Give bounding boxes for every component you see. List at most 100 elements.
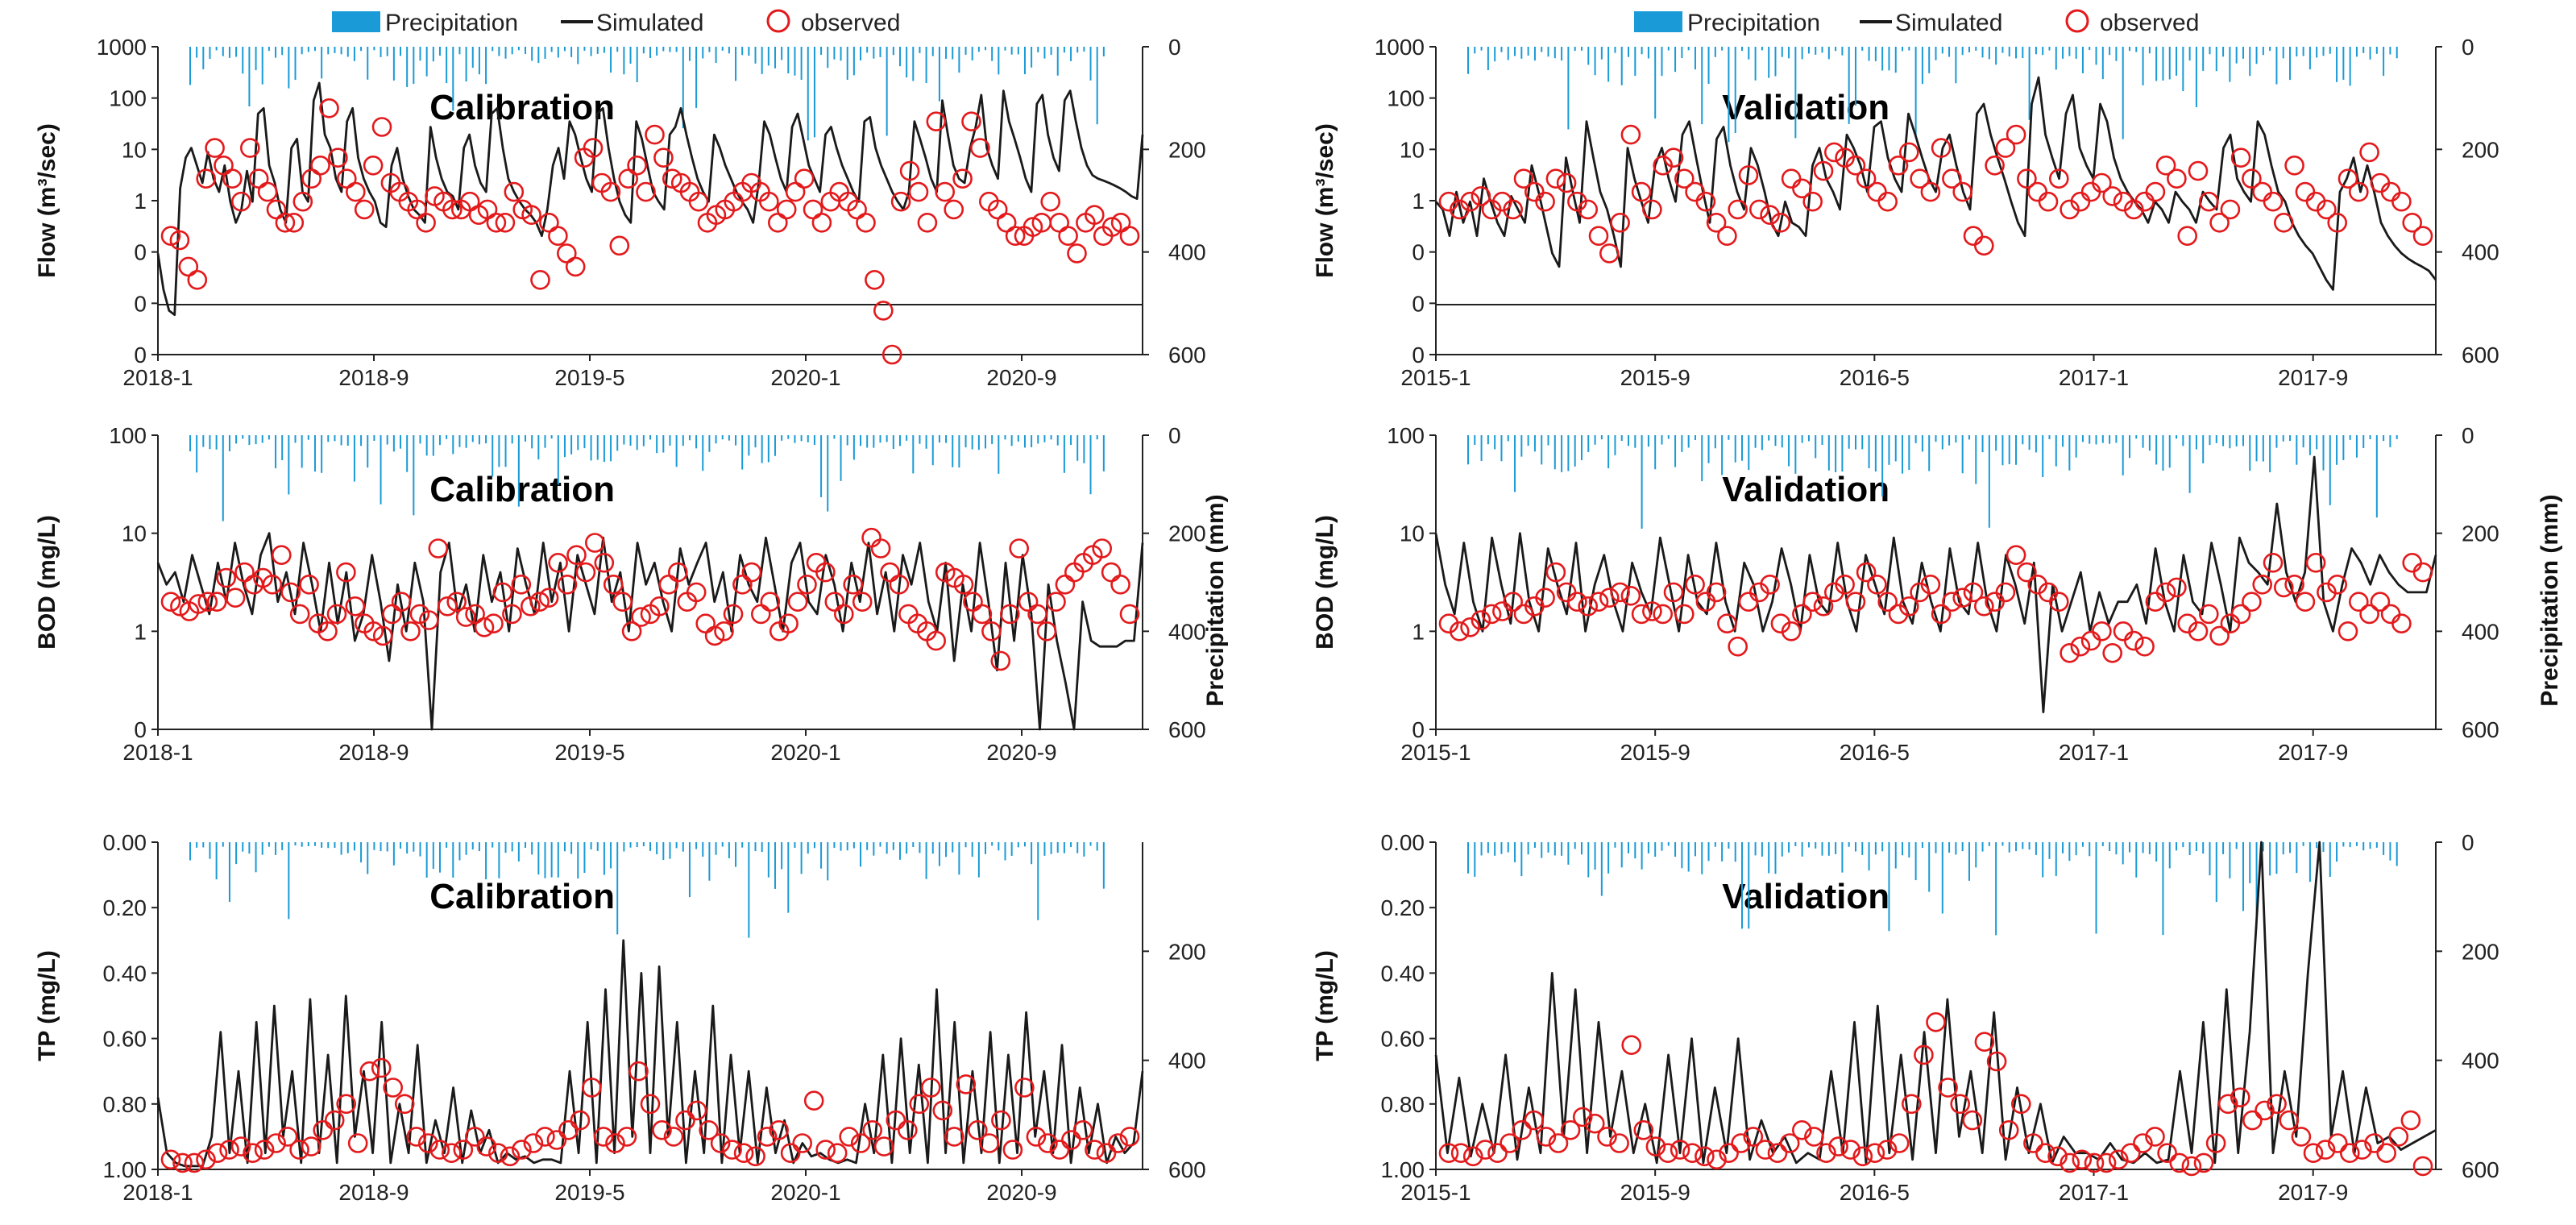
observed-point xyxy=(1674,604,1695,625)
y-axis-title: Flow (m³/sec) xyxy=(1312,123,1338,278)
observed-point xyxy=(570,1110,591,1131)
observed-point xyxy=(486,212,507,233)
observed-point xyxy=(699,1120,719,1140)
x-tick-label: 2020-1 xyxy=(770,365,840,390)
observed-point xyxy=(391,592,412,612)
observed-point xyxy=(1119,604,1140,625)
observed-point xyxy=(558,1120,579,1140)
x-tick-label: 2015-9 xyxy=(1620,365,1690,390)
y-tick-label: 1 xyxy=(1412,189,1425,214)
observed-point xyxy=(593,1127,614,1147)
x-tick-label: 2019-5 xyxy=(554,365,624,390)
y2-tick-label: 400 xyxy=(1168,1049,1206,1073)
observed-point xyxy=(442,199,463,220)
observed-point xyxy=(557,574,578,595)
observed-point xyxy=(2027,181,2047,202)
observed-point xyxy=(1845,592,1866,612)
observed-point xyxy=(2096,1152,2117,1173)
observed-point xyxy=(1610,582,1630,603)
observed-point xyxy=(1645,1136,1666,1156)
observed-point xyxy=(2092,621,2112,642)
observed-point xyxy=(1899,596,1919,617)
observed-point xyxy=(1545,168,1566,189)
observed-point xyxy=(640,1094,661,1115)
observed-point xyxy=(1938,1078,1958,1098)
y-tick-label: 0.00 xyxy=(1381,830,1425,855)
observed-point xyxy=(371,1057,392,1078)
observed-point xyxy=(760,592,781,612)
x-tick-label: 2020-1 xyxy=(770,1180,840,1205)
observed-point xyxy=(2412,226,2433,247)
observed-point xyxy=(968,1120,988,1140)
observed-point xyxy=(1856,168,1877,189)
observed-point xyxy=(2006,124,2026,145)
observed-point xyxy=(2255,1100,2275,1121)
observed-point xyxy=(627,156,647,176)
y-tick-label: 100 xyxy=(109,423,147,448)
observed-point xyxy=(207,1143,228,1163)
observed-point xyxy=(2017,562,2037,583)
observed-point xyxy=(1899,142,1919,163)
observed-point xyxy=(785,181,806,202)
x-tick-label: 2015-9 xyxy=(1620,740,1690,765)
observed-point xyxy=(1779,1133,1800,1153)
observed-point xyxy=(2327,574,2347,595)
observed-point xyxy=(921,1078,941,1098)
observed-point xyxy=(1867,181,1887,202)
observed-point xyxy=(1888,156,1909,176)
observed-point xyxy=(865,269,885,290)
observed-point xyxy=(890,191,911,212)
observed-point xyxy=(512,1140,532,1160)
observed-point xyxy=(2317,199,2337,220)
observed-point xyxy=(776,199,797,220)
observed-point xyxy=(2155,156,2176,176)
observed-point xyxy=(1000,604,1020,625)
observed-point xyxy=(1438,1143,1459,1163)
observed-point xyxy=(1738,165,1759,185)
x-tick-label: 2015-1 xyxy=(1400,365,1471,390)
observed-point xyxy=(1867,574,1887,595)
observed-point xyxy=(2337,168,2358,189)
observed-point xyxy=(1995,138,2016,158)
observed-point xyxy=(2220,199,2241,220)
observed-point xyxy=(1108,1133,1128,1153)
y-tick-label: 0.80 xyxy=(103,1092,147,1117)
y-tick-label: 1 xyxy=(1412,619,1425,644)
observed-point xyxy=(2080,181,2101,202)
observed-point xyxy=(952,168,973,189)
observed-point xyxy=(1460,191,1480,212)
observed-point xyxy=(2049,168,2069,189)
observed-point xyxy=(1642,199,1662,220)
observed-point xyxy=(474,617,495,637)
observed-point xyxy=(523,1133,544,1153)
y2-tick-label: 200 xyxy=(2462,939,2499,964)
observed-point xyxy=(428,538,449,559)
observed-point xyxy=(464,1127,485,1147)
observed-point xyxy=(797,574,817,595)
observed-point xyxy=(2169,1152,2190,1173)
observed-point xyxy=(1597,1127,1617,1147)
observed-point xyxy=(1092,538,1112,559)
observed-point xyxy=(230,191,251,212)
observed-point xyxy=(1513,168,1534,189)
x-tick-label: 2018-1 xyxy=(122,365,193,390)
observed-point xyxy=(1877,191,1898,212)
observed-point xyxy=(1813,160,1834,181)
observed-point xyxy=(382,604,402,625)
observed-point xyxy=(383,1078,404,1098)
observed-point xyxy=(1061,1130,1081,1150)
observed-point xyxy=(2155,582,2176,603)
observed-point xyxy=(1816,1143,1836,1163)
observed-point xyxy=(850,1133,871,1153)
observed-point xyxy=(1670,1140,1690,1160)
y2-tick-label: 0 xyxy=(2462,35,2474,60)
observed-point xyxy=(1952,181,1972,202)
precipitation-axis-title-right: Precipitation (mm) xyxy=(2537,494,2563,706)
observed-point xyxy=(653,147,674,168)
observed-point xyxy=(811,212,832,233)
observed-point xyxy=(1055,574,1076,595)
observed-point xyxy=(465,604,485,625)
x-tick-label: 2019-5 xyxy=(554,1180,624,1205)
observed-point xyxy=(1767,1143,1788,1163)
